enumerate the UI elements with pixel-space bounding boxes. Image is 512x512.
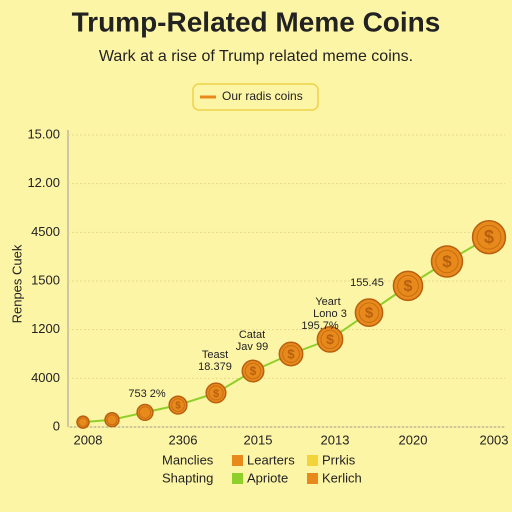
- legend-box: [192, 83, 319, 111]
- x-tick-label: 2020: [399, 432, 428, 447]
- annotation: 155.45: [350, 277, 384, 289]
- x-tick-label: 2015: [244, 432, 273, 447]
- coin-symbol: $: [442, 252, 452, 271]
- coin-rim: [138, 406, 152, 419]
- annotation: 18.379: [198, 361, 232, 373]
- legend-label: Shapting: [162, 470, 213, 485]
- coin-marker: $: [471, 220, 507, 255]
- coin-rim: [435, 249, 459, 274]
- coin-marker: $: [392, 270, 424, 302]
- annotation: Catat: [239, 329, 265, 341]
- legend-label: Our radis coins: [222, 89, 303, 103]
- coin-symbol: $: [213, 388, 219, 400]
- y-axis-label: Renpes Cuek: [9, 244, 24, 323]
- coin-rim: [78, 417, 88, 427]
- x-tick-label: 2003: [480, 432, 509, 447]
- legend-label: Kerlich: [322, 470, 362, 485]
- legend-swatch: [232, 455, 243, 466]
- annotation: Lono 3: [313, 308, 347, 320]
- coin-marker: [76, 415, 90, 429]
- coin-marker: $: [316, 326, 344, 353]
- chart-title: Trump-Related Meme Coins: [72, 6, 441, 37]
- coin-marker: [136, 403, 154, 422]
- annotation: Teast: [202, 349, 228, 361]
- legend-label: Prrkis: [322, 452, 356, 467]
- legend-label: Learters: [247, 452, 295, 467]
- x-tick-label: 2306: [169, 432, 198, 447]
- y-tick-label: 4500: [31, 224, 60, 239]
- y-tick-label: 12.00: [27, 175, 60, 190]
- coin-rim: [244, 362, 262, 380]
- coin-rim: [208, 385, 224, 401]
- coin-rim: [282, 345, 300, 363]
- y-tick-label: 15.00: [27, 126, 60, 141]
- coin-symbol: $: [250, 364, 257, 378]
- x-tick-label: 2008: [74, 432, 103, 447]
- y-tick-label: 1200: [31, 321, 60, 336]
- coin-marker: $: [430, 245, 464, 278]
- coin-rim: [106, 414, 118, 426]
- coin-symbol: $: [365, 305, 374, 322]
- legend-label: Manclies: [162, 452, 214, 467]
- coin-marker: $: [205, 382, 227, 404]
- coin-marker: $: [241, 359, 265, 383]
- y-tick-label: 1500: [31, 272, 60, 287]
- coin-symbol: $: [287, 346, 295, 361]
- coin-marker: $: [168, 395, 188, 415]
- annotation: 753 2%: [128, 388, 166, 400]
- coin-rim: [171, 398, 185, 412]
- annotation: 195.7%: [301, 320, 339, 332]
- y-tick-label: 0: [53, 418, 60, 433]
- coin-rim: [358, 302, 380, 323]
- coin-marker: [104, 412, 120, 428]
- y-tick-label: 4000: [31, 370, 60, 385]
- coin-symbol: $: [404, 278, 413, 295]
- coin-rim: [476, 224, 502, 250]
- coin-rim: [397, 274, 419, 297]
- legend-swatch: [232, 473, 243, 484]
- annotation: Yeart: [315, 296, 340, 308]
- coin-rim: [320, 329, 340, 350]
- coin-symbol: $: [175, 401, 181, 412]
- chart-subtitle: Wark at a rise of Trump related meme coi…: [99, 48, 413, 65]
- legend-label: Apriote: [247, 470, 288, 485]
- coin-marker: $: [354, 298, 384, 327]
- legend-swatch: [307, 455, 318, 466]
- coin-symbol: $: [484, 227, 494, 247]
- legend-swatch: [307, 473, 318, 484]
- coin-marker: $: [278, 341, 304, 367]
- coin-symbol: $: [326, 331, 334, 347]
- annotation: Jav 99: [236, 341, 268, 353]
- x-tick-label: 2013: [321, 432, 350, 447]
